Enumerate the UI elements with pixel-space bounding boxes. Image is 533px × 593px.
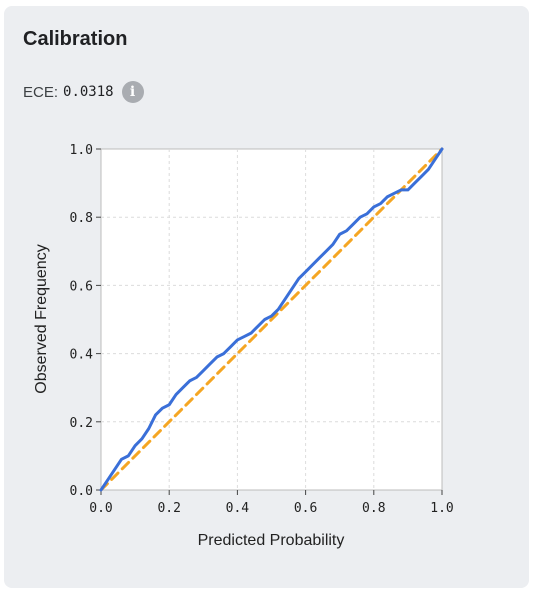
- x-tick-label: 0.4: [226, 501, 250, 516]
- x-tick-label: 0.6: [294, 501, 317, 516]
- x-tick-label: 0.2: [157, 501, 180, 516]
- y-tick-label: 0.2: [70, 416, 93, 431]
- y-axis-label: Observed Frequency: [33, 244, 50, 393]
- y-tick-label: 0.8: [70, 211, 93, 226]
- y-tick-label: 0.6: [70, 279, 93, 294]
- x-tick-label: 0.0: [89, 501, 112, 516]
- y-tick-label: 0.0: [70, 484, 93, 499]
- x-tick-label: 0.8: [362, 501, 385, 516]
- x-tick-label: 1.0: [430, 501, 453, 516]
- y-tick-label: 0.4: [70, 348, 94, 363]
- y-tick-label: 1.0: [70, 143, 93, 158]
- x-axis-label: Predicted Probability: [198, 532, 345, 549]
